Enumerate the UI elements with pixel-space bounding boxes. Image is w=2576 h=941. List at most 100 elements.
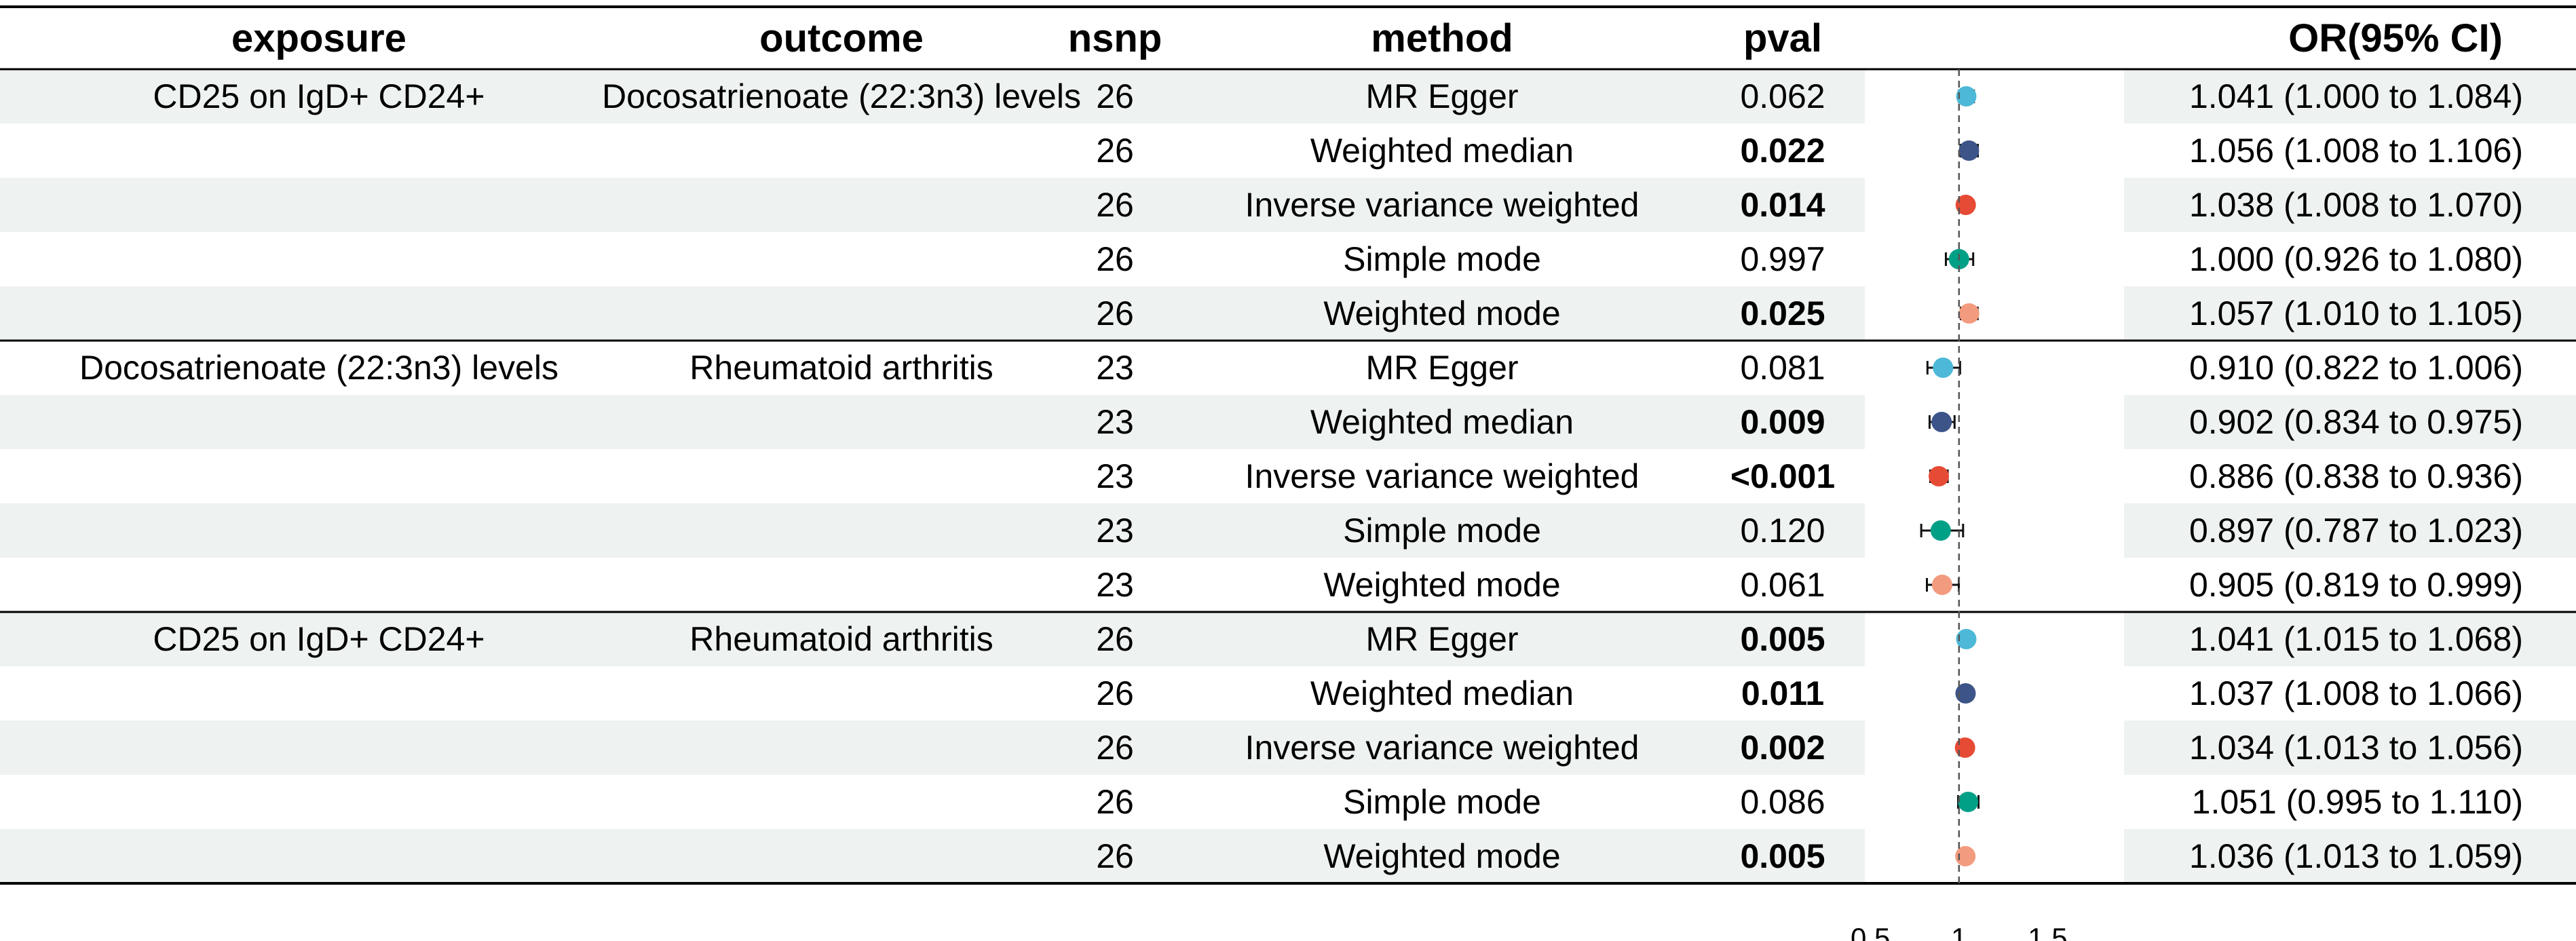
or-ci-value: 0.902 (0.834 to 0.975) [2189,403,2523,441]
nsnp-value: 26 [1096,77,1134,115]
nsnp-value: 26 [1096,729,1134,767]
or-point [1931,412,1952,432]
row-stripe [0,829,1865,883]
nsnp-value: 26 [1096,783,1134,821]
row-stripe [2124,395,2576,449]
exposure-label: Docosatrienoate (22:3n3) levels [79,349,558,387]
table-body: CD25 on IgD+ CD24+ Docosatrienoate (22:3n… [79,77,2523,875]
or-ci-value: 1.057 (1.010 to 1.105) [2189,294,2523,332]
nsnp-value: 26 [1096,240,1134,278]
nsnp-value: 23 [1096,457,1134,495]
pval-value: 0.014 [1740,186,1825,224]
header-or-ci: OR(95% CI) [2288,16,2503,60]
or-ci-value: 1.034 (1.013 to 1.056) [2189,729,2523,767]
pval-value: 0.025 [1740,294,1825,332]
pval-value: 0.997 [1740,240,1825,278]
or-point [1958,303,1980,324]
pval-value: 0.022 [1740,132,1825,170]
method-label: MR Egger [1365,77,1518,115]
pval-value: 0.120 [1740,512,1825,550]
row-stripe [2124,829,2576,883]
or-ci-value: 1.051 (0.995 to 1.110) [2192,783,2523,821]
nsnp-value: 26 [1096,186,1134,224]
x-axis: 0.5 1 1.5 [1851,922,2119,941]
row-stripe [0,69,1865,123]
nsnp-value: 23 [1096,403,1134,441]
or-point [1956,86,1977,107]
method-label: Simple mode [1343,783,1541,821]
method-label: Inverse variance weighted [1245,457,1640,495]
nsnp-value: 26 [1096,620,1134,658]
method-label: Inverse variance weighted [1245,729,1640,767]
or-ci-value: 1.038 (1.008 to 1.070) [2189,186,2523,224]
method-label: MR Egger [1365,620,1518,658]
pval-value: 0.005 [1740,837,1825,875]
or-point [1955,683,1976,704]
exposure-label: CD25 on IgD+ CD24+ [153,620,485,658]
or-point [1955,846,1976,866]
or-point [1958,140,1980,161]
row-stripe [0,286,1865,341]
method-label: Weighted median [1310,403,1574,441]
row-stripes [0,69,2576,883]
pval-value: 0.061 [1740,566,1825,604]
or-point [1933,358,1954,378]
pval-value: 0.002 [1740,729,1825,767]
nsnp-value: 23 [1096,566,1134,604]
nsnp-value: 23 [1096,512,1134,550]
or-ci-value: 1.037 (1.008 to 1.066) [2189,674,2523,712]
method-label: Weighted median [1310,674,1574,712]
method-label: Simple mode [1343,512,1541,550]
x-tick-label: 1.5 [2028,922,2067,941]
row-stripe [2124,286,2576,341]
x-tick-label: 0.5 [1851,922,1890,941]
nsnp-value: 26 [1096,837,1134,875]
or-ci-value: 1.000 (0.926 to 1.080) [2189,240,2523,278]
or-ci-value: 0.905 (0.819 to 0.999) [2189,566,2523,604]
nsnp-value: 26 [1096,132,1134,170]
row-stripe [0,612,1865,666]
table-rules [0,5,2576,885]
method-label: Weighted mode [1323,294,1560,332]
nsnp-value: 23 [1096,349,1134,387]
table-header: exposure outcome nsnp method pval OR(95%… [231,16,2503,60]
x-tick-label: 1 [1951,922,1967,941]
outcome-label: Rheumatoid arthritis [689,620,993,658]
or-point [1930,520,1951,541]
or-point [1956,629,1977,649]
pval-value: 0.081 [1740,349,1825,387]
method-label: Inverse variance weighted [1245,186,1640,224]
header-pval: pval [1743,16,1822,60]
pval-value: 0.086 [1740,783,1825,821]
method-label: Weighted median [1310,132,1574,170]
or-point [1931,575,1952,595]
or-point [1954,737,1975,758]
pval-value: 0.062 [1740,77,1825,115]
row-stripe [2124,721,2576,775]
method-label: Weighted mode [1323,566,1560,604]
nsnp-value: 26 [1096,294,1134,332]
row-stripe [0,721,1865,775]
header-outcome: outcome [759,16,924,60]
forest-plot-area [1920,69,1980,883]
row-stripe [0,395,1865,449]
outcome-label: Rheumatoid arthritis [689,349,993,387]
pval-value: 0.005 [1740,620,1825,658]
or-ci-value: 0.886 (0.838 to 0.936) [2189,457,2523,495]
or-point [1955,195,1976,215]
row-stripe [2124,612,2576,666]
header-nsnp: nsnp [1068,16,1162,60]
pval-value: <0.001 [1730,457,1835,495]
pval-value: 0.011 [1741,674,1824,712]
method-label: Simple mode [1343,240,1541,278]
row-stripe [2124,503,2576,558]
or-point [1929,466,1950,486]
or-point [1958,792,1979,812]
row-stripe [2124,178,2576,232]
row-stripe [2124,69,2576,123]
or-ci-value: 1.056 (1.008 to 1.106) [2189,132,2523,170]
or-ci-value: 1.036 (1.013 to 1.059) [2189,837,2523,875]
nsnp-value: 26 [1096,674,1134,712]
method-label: MR Egger [1365,349,1518,387]
or-ci-value: 0.910 (0.822 to 1.006) [2189,349,2523,387]
